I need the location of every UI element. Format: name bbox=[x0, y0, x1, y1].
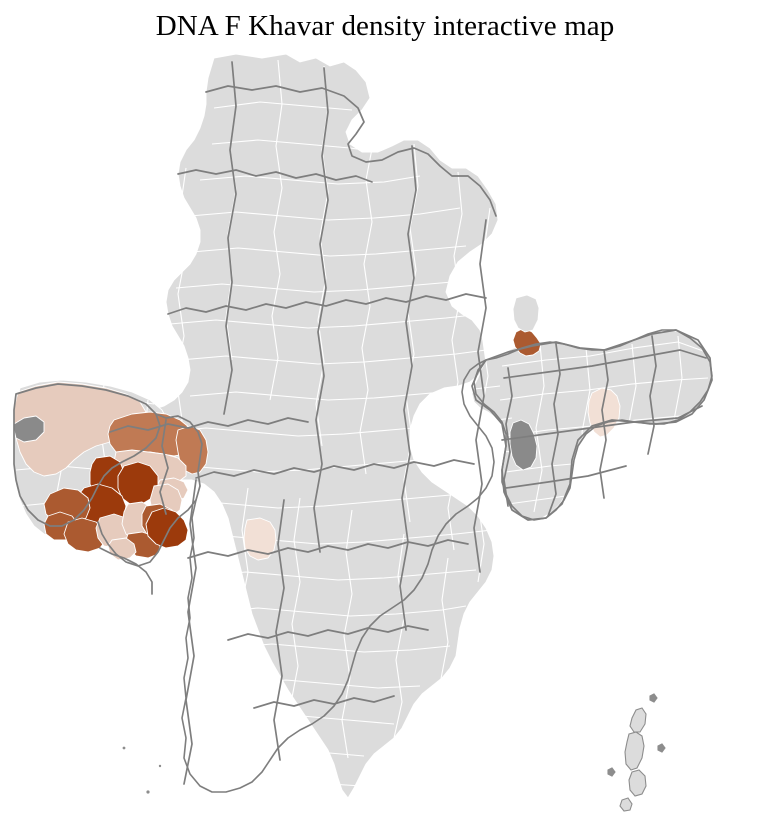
region-kutch-tip[interactable] bbox=[13, 415, 45, 443]
region-mp-district[interactable] bbox=[243, 517, 277, 561]
region-sundarbans[interactable] bbox=[509, 419, 538, 471]
state-borders bbox=[13, 61, 713, 785]
india-district-map[interactable] bbox=[0, 48, 770, 813]
andaman-nicobar-islands[interactable] bbox=[607, 693, 671, 813]
page-title: DNA F Khavar density interactive map bbox=[155, 10, 615, 42]
region-ahmedabad[interactable] bbox=[117, 461, 159, 505]
region-banaskantha[interactable] bbox=[107, 411, 197, 457]
lakshadweep-specks bbox=[122, 746, 162, 794]
coastline bbox=[181, 329, 713, 793]
region-kutch[interactable] bbox=[13, 381, 147, 477]
region-sikkim-upper[interactable] bbox=[512, 294, 540, 333]
map-canvas[interactable] bbox=[0, 48, 770, 813]
